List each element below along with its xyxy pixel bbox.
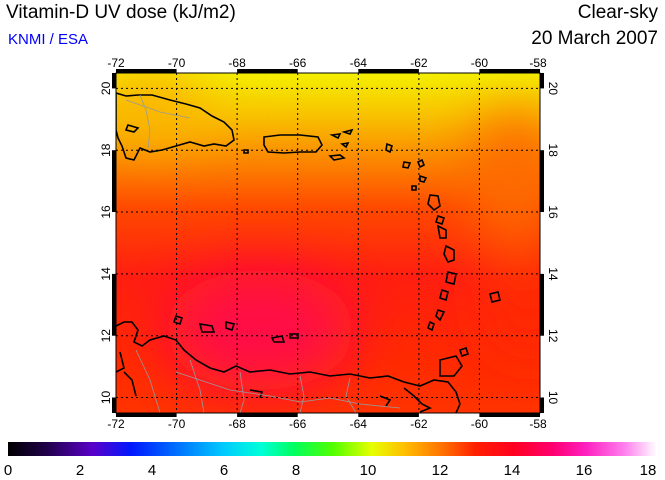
colorbar-tick-label: 4: [148, 462, 156, 479]
lon-tick-label: -60: [471, 56, 489, 70]
trinidad-island: [439, 355, 463, 377]
lon-tick-label: -70: [168, 56, 186, 70]
colorbar-tick-label: 0: [4, 462, 12, 479]
colorbar-tick-label: 2: [76, 462, 84, 479]
lat-tick-label: 12: [99, 329, 113, 343]
lon-tick-label: -72: [107, 417, 125, 431]
lat-tick-label: 10: [546, 391, 560, 405]
lat-tick-label: 16: [546, 205, 560, 219]
lon-tick-label: -62: [410, 56, 428, 70]
lon-tick-label: -64: [350, 56, 368, 70]
sky-condition-label: Clear-sky: [577, 2, 658, 23]
lon-tick-label: -58: [529, 417, 547, 431]
barbados-island: [489, 291, 501, 303]
lat-tick-label: 14: [99, 267, 113, 281]
lon-tick-label: -64: [350, 417, 368, 431]
lat-labels-left: 10 12 14 16 18 20: [99, 81, 113, 404]
south-america-coast: [116, 321, 461, 413]
lat-tick-label: 20: [99, 81, 113, 95]
colorbar-labels: 0 2 4 6 8 10 12 14 16 18: [4, 462, 657, 479]
date-label: 20 March 2007: [531, 28, 658, 49]
lon-tick-label: -62: [410, 417, 428, 431]
lon-tick-label: -60: [471, 417, 489, 431]
map-title: Vitamin-D UV dose (kJ/m2): [6, 2, 236, 23]
lon-tick-label: -72: [107, 56, 125, 70]
lon-tick-label: -66: [289, 56, 307, 70]
colorbar-tick-label: 12: [432, 462, 449, 479]
lon-tick-label: -68: [228, 417, 246, 431]
source-credit: KNMI / ESA: [8, 31, 89, 48]
colorbar-tick-label: 16: [576, 462, 593, 479]
colorbar-tick-label: 8: [292, 462, 300, 479]
uv-dose-field: [116, 73, 540, 413]
lat-tick-label: 16: [99, 205, 113, 219]
puerto-rico-island: [263, 134, 323, 154]
colorbar-tick-label: 6: [220, 462, 228, 479]
lon-tick-label: -70: [168, 417, 186, 431]
guadeloupe-island: [427, 194, 441, 212]
lon-tick-label: -66: [289, 417, 307, 431]
hispaniola-island: [116, 92, 235, 161]
colorbar-tick-label: 10: [360, 462, 377, 479]
martinique-island: [443, 244, 455, 263]
colorbar-tick-label: 18: [640, 462, 657, 479]
map-frame: [112, 69, 544, 417]
lat-tick-label: 14: [546, 267, 560, 281]
colorbar: [8, 442, 657, 456]
lat-tick-label: 18: [546, 144, 560, 158]
colorbar-tick-label: 14: [504, 462, 521, 479]
lon-tick-label: -68: [228, 56, 246, 70]
lon-labels-bottom: -72 -70 -68 -66 -64 -62 -60 -58: [107, 417, 547, 431]
lat-tick-label: 10: [99, 391, 113, 405]
country-borders: [125, 94, 401, 413]
lat-labels-right: 10 12 14 16 18 20: [546, 82, 560, 405]
lon-tick-label: -58: [529, 56, 547, 70]
lat-tick-label: 20: [546, 82, 560, 96]
lat-tick-label: 12: [546, 329, 560, 343]
lon-labels-top: -72 -70 -68 -66 -64 -62 -60 -58: [107, 56, 547, 70]
lat-tick-label: 18: [99, 143, 113, 157]
graticule: [116, 73, 540, 413]
coastlines: [116, 92, 501, 413]
